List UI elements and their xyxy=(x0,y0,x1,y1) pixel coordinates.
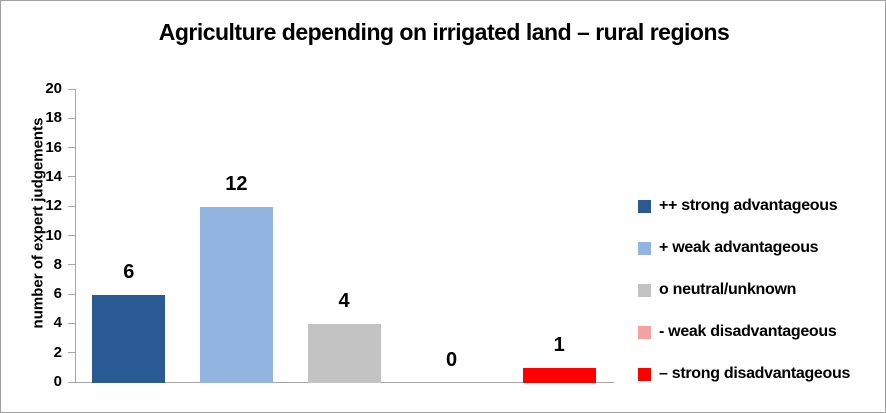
bar-value-label: 0 xyxy=(446,349,458,371)
y-tick-mark xyxy=(68,264,75,266)
legend-item: ++ strong advantageous xyxy=(638,196,838,216)
y-tick-mark xyxy=(68,117,75,119)
bar-value-label: 1 xyxy=(553,334,565,356)
y-tick-mark xyxy=(68,322,75,324)
y-tick-label: 4 xyxy=(53,314,62,332)
y-tick-label: 6 xyxy=(53,285,62,303)
bar-value-label: 12 xyxy=(225,173,248,195)
y-tick-label: 2 xyxy=(53,343,62,361)
bar xyxy=(199,207,273,383)
legend-swatch xyxy=(638,283,651,297)
bar xyxy=(92,295,166,383)
y-tick-label: 10 xyxy=(45,226,62,244)
y-tick-mark xyxy=(68,176,75,178)
legend-label: o neutral/unknown xyxy=(659,281,797,298)
y-tick-mark xyxy=(68,205,75,207)
bar-value-label: 6 xyxy=(123,261,135,283)
legend-item: - weak disadvantageous xyxy=(638,322,837,342)
y-tick-label: 20 xyxy=(45,80,62,97)
y-tick-label: 16 xyxy=(45,138,62,156)
bar xyxy=(307,324,381,383)
legend-item: + weak advantageous xyxy=(638,238,819,258)
y-tick-label: 14 xyxy=(45,167,62,185)
bar xyxy=(522,368,596,383)
legend-label: + weak advantageous xyxy=(659,239,819,256)
y-tick-mark xyxy=(68,147,75,149)
legend-item: – strong disadvantageous xyxy=(638,364,850,384)
y-tick-mark xyxy=(68,293,75,295)
y-tick-mark xyxy=(68,235,75,236)
legend-swatch xyxy=(638,199,651,213)
y-axis-line xyxy=(75,89,76,383)
legend-label: ++ strong advantageous xyxy=(659,197,838,214)
y-tick-mark xyxy=(68,352,75,354)
legend-swatch xyxy=(638,241,651,255)
legend-label: - weak disadvantageous xyxy=(659,323,837,340)
legend-swatch xyxy=(638,325,651,339)
plot-area: 6 12 4 0 1 xyxy=(75,89,613,383)
legend-label: – strong disadvantageous xyxy=(659,365,851,382)
legend-item: o neutral/unknown xyxy=(638,280,796,300)
y-tick-mark xyxy=(68,381,75,383)
y-tick-mark xyxy=(68,88,75,90)
bar-value-label: 4 xyxy=(338,290,350,312)
chart-title: Agriculture depending on irrigated land … xyxy=(158,19,730,45)
legend-swatch xyxy=(638,367,651,381)
y-tick-label: 18 xyxy=(45,109,62,127)
y-tick-label: 0 xyxy=(53,373,62,390)
y-tick-label: 12 xyxy=(45,197,62,215)
y-tick-label: 8 xyxy=(53,255,62,273)
